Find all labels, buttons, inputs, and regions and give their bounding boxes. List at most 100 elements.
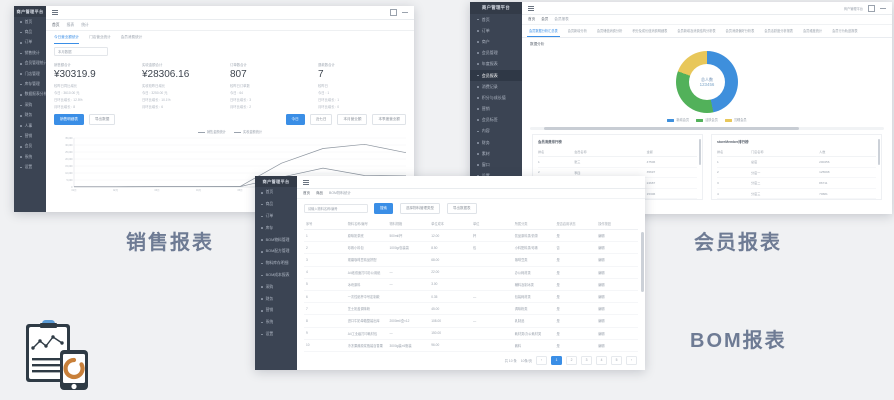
sidebar-item-2[interactable]: 订单 <box>14 38 46 48</box>
breadcrumb-item-2[interactable]: 会员报表 <box>554 17 569 21</box>
sidebar-item-1[interactable]: 商品 <box>14 27 46 37</box>
donut-legend-item-1[interactable]: 活跃会员 <box>696 117 718 122</box>
topbar-user-label[interactable]: 商户管理平台 <box>843 6 863 11</box>
date-range-select[interactable]: 本月数据 <box>54 47 108 56</box>
breadcrumb-item-1[interactable]: 报表 <box>66 22 75 27</box>
table-row[interactable]: 2 珍珠小料包 1000g/包装袋 8.50 包小料配料类/珍珠否编辑 <box>304 241 638 255</box>
sidebar-item-0[interactable]: 首页 <box>470 14 522 25</box>
sidebar-item-7[interactable]: 积分与成长值 <box>470 92 522 103</box>
breadcrumb-item-2[interactable]: 统计 <box>81 22 89 27</box>
member-tab-7[interactable]: 会员维度统计 <box>803 29 823 33</box>
sidebar-item-12[interactable]: 设置 <box>255 329 297 341</box>
menu-toggle-icon[interactable] <box>528 5 534 11</box>
sidebar-item-7[interactable]: 数据报表分析 <box>14 90 46 100</box>
sidebar-item-5[interactable]: BOM配方管理 <box>255 246 297 258</box>
donut-legend-item-2[interactable]: 沉睡会员 <box>724 117 747 122</box>
sidebar-item-13[interactable]: 系统 <box>14 152 46 162</box>
sidebar-item-6[interactable]: 库存管理 <box>14 79 46 89</box>
horizontal-scrollbar[interactable] <box>530 127 884 130</box>
member-tab-2[interactable]: 会员储值消费分析 <box>596 29 623 33</box>
member-tab-8[interactable]: 会员行为轨迹报表 <box>832 29 858 33</box>
pager-next[interactable]: › <box>626 355 637 365</box>
sidebar-item-4[interactable]: BOM物料管理 <box>255 234 297 246</box>
sales-right-button-3[interactable]: 本季度营业额 <box>372 114 406 125</box>
sidebar-item-9[interactable]: 财务 <box>255 293 297 305</box>
sidebar-item-12[interactable]: 会员 <box>14 142 46 152</box>
sidebar-item-9[interactable]: 财务 <box>14 111 46 121</box>
more-icon[interactable] <box>880 7 886 9</box>
pager-page-2[interactable]: 2 <box>566 355 577 365</box>
member-tab-1[interactable]: 会员新增分析 <box>567 29 587 33</box>
sidebar-item-0[interactable]: 首页 <box>255 187 297 199</box>
fullscreen-icon[interactable] <box>390 9 397 16</box>
panel-scrollbar[interactable] <box>877 139 880 165</box>
menu-toggle-icon[interactable] <box>303 179 309 185</box>
more-icon[interactable] <box>402 12 408 13</box>
sidebar-item-6[interactable]: 消费记录 <box>470 81 522 92</box>
bom-button-2[interactable]: 导出数据表 <box>447 203 477 214</box>
sales-left-button-1[interactable]: 导出数据 <box>88 114 116 125</box>
table-row[interactable]: 9 A4工业级打印耗材包 —150.00 耗材类/办公耗材类是编辑 <box>304 327 638 340</box>
pager-page-4[interactable]: 4 <box>596 355 607 365</box>
breadcrumb-item-0[interactable]: 首页 <box>528 17 536 21</box>
subtab-0[interactable]: 今日营业额统计 <box>54 35 80 44</box>
sidebar-item-3[interactable]: 销售统计 <box>14 48 46 58</box>
sidebar-item-6[interactable]: 物料库存明细 <box>255 258 297 270</box>
donut-legend-item-0[interactable]: 新增会员 <box>667 117 689 122</box>
sidebar-item-9[interactable]: 会员标签 <box>470 115 522 126</box>
vertical-scrollbar[interactable] <box>641 232 644 292</box>
sidebar-item-7[interactable]: BOM成本报表 <box>255 270 297 282</box>
pager-prev[interactable]: ‹ <box>536 355 547 365</box>
sidebar-item-1[interactable]: 商品 <box>255 199 297 211</box>
sidebar-item-4[interactable]: 年度报表 <box>470 59 522 70</box>
fullscreen-icon[interactable] <box>868 4 875 12</box>
sales-right-button-1[interactable]: 近七日 <box>309 114 333 125</box>
sidebar-item-3[interactable]: 会员管理 <box>470 48 522 59</box>
table-row[interactable]: 8 进口牛奶单箱整装出库 2000ml/盒×12 108.00— 乳制品是编辑 <box>304 314 638 328</box>
breadcrumb-item-0[interactable]: 首页 <box>52 22 60 27</box>
sidebar-item-11[interactable]: 营销 <box>14 131 46 141</box>
pager-page-3[interactable]: 3 <box>581 355 592 365</box>
sidebar-item-5[interactable]: 会员报表 <box>470 69 522 82</box>
subtab-2[interactable]: 会员消费统计 <box>120 35 143 39</box>
menu-toggle-icon[interactable] <box>52 10 58 15</box>
sales-right-button-0[interactable]: 今日 <box>285 114 305 125</box>
sidebar-item-1[interactable]: 订单 <box>470 25 522 36</box>
sidebar-item-8[interactable]: 采购 <box>255 281 297 293</box>
pager-page-5[interactable]: 5 <box>611 355 622 365</box>
sidebar-item-8[interactable]: 采购 <box>14 100 46 110</box>
sidebar-item-10[interactable]: 内容 <box>470 126 522 137</box>
sidebar-item-4[interactable]: 会员管理统计 <box>14 59 46 69</box>
sales-right-button-2[interactable]: 本月营业额 <box>337 114 368 125</box>
table-row[interactable]: 7 芝士奶盖调味粉 45.00 调味粉类是编辑 <box>304 302 638 316</box>
breadcrumb-item-2[interactable]: BOM物料统计 <box>329 191 351 195</box>
table-row[interactable]: 6 一次性纸杯中号定制款 0.35— 包装耗材类是编辑 <box>304 290 638 304</box>
sidebar-item-10[interactable]: 营销 <box>255 305 297 317</box>
sidebar-item-13[interactable]: 窗口 <box>470 159 522 170</box>
panel-scrollbar[interactable] <box>698 139 701 165</box>
sidebar-item-2[interactable]: 商户 <box>470 36 522 47</box>
subtab-1[interactable]: 门店营业统计 <box>89 35 111 39</box>
breadcrumb-item-1[interactable]: 会员 <box>541 17 549 21</box>
sidebar-item-11[interactable]: 财务 <box>470 137 522 148</box>
pager-page-1[interactable]: 1 <box>551 355 562 365</box>
member-tab-3[interactable]: 积分及成长值消费明细表 <box>632 29 668 33</box>
table-row[interactable]: 5 冰块原料 —3.00 辅料及制冰类是编辑 <box>304 278 638 291</box>
sidebar-item-8[interactable]: 营销 <box>470 104 522 115</box>
sidebar-item-5[interactable]: 门店管理 <box>14 69 46 79</box>
bom-button-1[interactable]: 选择物料管理类型 <box>400 203 440 214</box>
bom-button-0[interactable]: 搜索 <box>374 203 393 214</box>
sidebar-item-2[interactable]: 订单 <box>255 211 297 223</box>
sales-left-button-0[interactable]: 销售明细表 <box>54 114 84 125</box>
table-row[interactable]: 10 冷冻果酱原浆瓶装百香果 3000g装×6瓶装 96.00 酱料是编辑 <box>304 339 638 352</box>
sidebar-item-3[interactable]: 库存 <box>255 222 297 234</box>
pager-size[interactable]: 10条/页 <box>520 358 532 363</box>
sidebar-item-10[interactable]: 人事 <box>14 121 46 131</box>
sidebar-item-12[interactable]: 素材 <box>470 148 522 159</box>
sidebar-item-0[interactable]: 首页 <box>14 17 46 27</box>
member-tab-5[interactable]: 会员消费偏好分析表 <box>725 29 755 33</box>
breadcrumb-item-0[interactable]: 首页 <box>303 191 310 195</box>
table-row[interactable]: 1 原味奶茶底 500ml/杯 12.00 杯饮品原料类/奶茶是编辑 <box>304 229 638 243</box>
sidebar-item-11[interactable]: 系统 <box>255 317 297 329</box>
member-tab-4[interactable]: 会员新增及消费结构分析表 <box>677 29 716 33</box>
